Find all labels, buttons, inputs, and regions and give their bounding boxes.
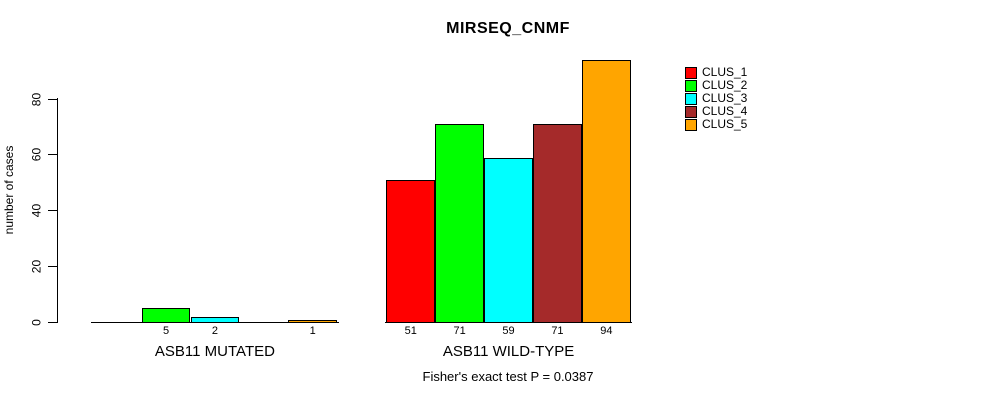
bar-value-label: 94: [600, 325, 613, 337]
bar-clus_5: [581, 60, 631, 324]
legend-swatch: [685, 67, 697, 79]
chart-title: MIRSEQ_CNMF: [446, 20, 570, 37]
legend-label: CLUS_4: [702, 104, 748, 119]
bar-clus_2: [141, 308, 191, 324]
bar-clus_3: [484, 157, 533, 324]
legend-swatch: [685, 93, 697, 106]
legend-swatch: [685, 106, 697, 119]
bar-value-label: 1: [309, 325, 316, 337]
y-tick: [48, 154, 58, 156]
legend-label: CLUS_1: [702, 65, 748, 79]
bar-clus_2: [435, 124, 485, 324]
y-tick-label: 40: [29, 204, 44, 218]
bar-value-label: 2: [211, 325, 218, 337]
y-tick: [48, 266, 58, 267]
bar-value-label: 71: [453, 325, 466, 337]
y-tick-label: 80: [29, 92, 44, 106]
caption: Fisher's exact test P = 0.0387: [422, 369, 594, 384]
bar-clus_1: [386, 180, 436, 324]
y-tick-label: 0: [29, 318, 44, 326]
group-label: ASB11 WILD-TYPE: [442, 343, 575, 360]
bar-clus_5: [288, 319, 338, 324]
y-tick: [48, 210, 58, 212]
bar-value-label: 5: [162, 325, 170, 337]
y-tick-label: 60: [29, 148, 44, 162]
bar-value-label: 71: [551, 325, 564, 337]
y-tick: [48, 98, 58, 100]
legend-label: CLUS_5: [702, 117, 748, 132]
bar-clus_4: [533, 124, 582, 324]
legend-label: CLUS_2: [702, 78, 748, 93]
legend-label: CLUS_3: [702, 91, 748, 106]
bar-value-label: 51: [404, 325, 417, 337]
bar-clus_3: [190, 316, 240, 324]
y-tick-label: 20: [29, 259, 44, 274]
legend-swatch: [685, 119, 697, 132]
y-axis-label: number of cases: [2, 145, 16, 235]
group-label: ASB11 MUTATED: [154, 343, 275, 360]
bar-value-label: 59: [502, 325, 515, 337]
legend-swatch: [685, 80, 697, 93]
y-tick: [48, 321, 58, 323]
